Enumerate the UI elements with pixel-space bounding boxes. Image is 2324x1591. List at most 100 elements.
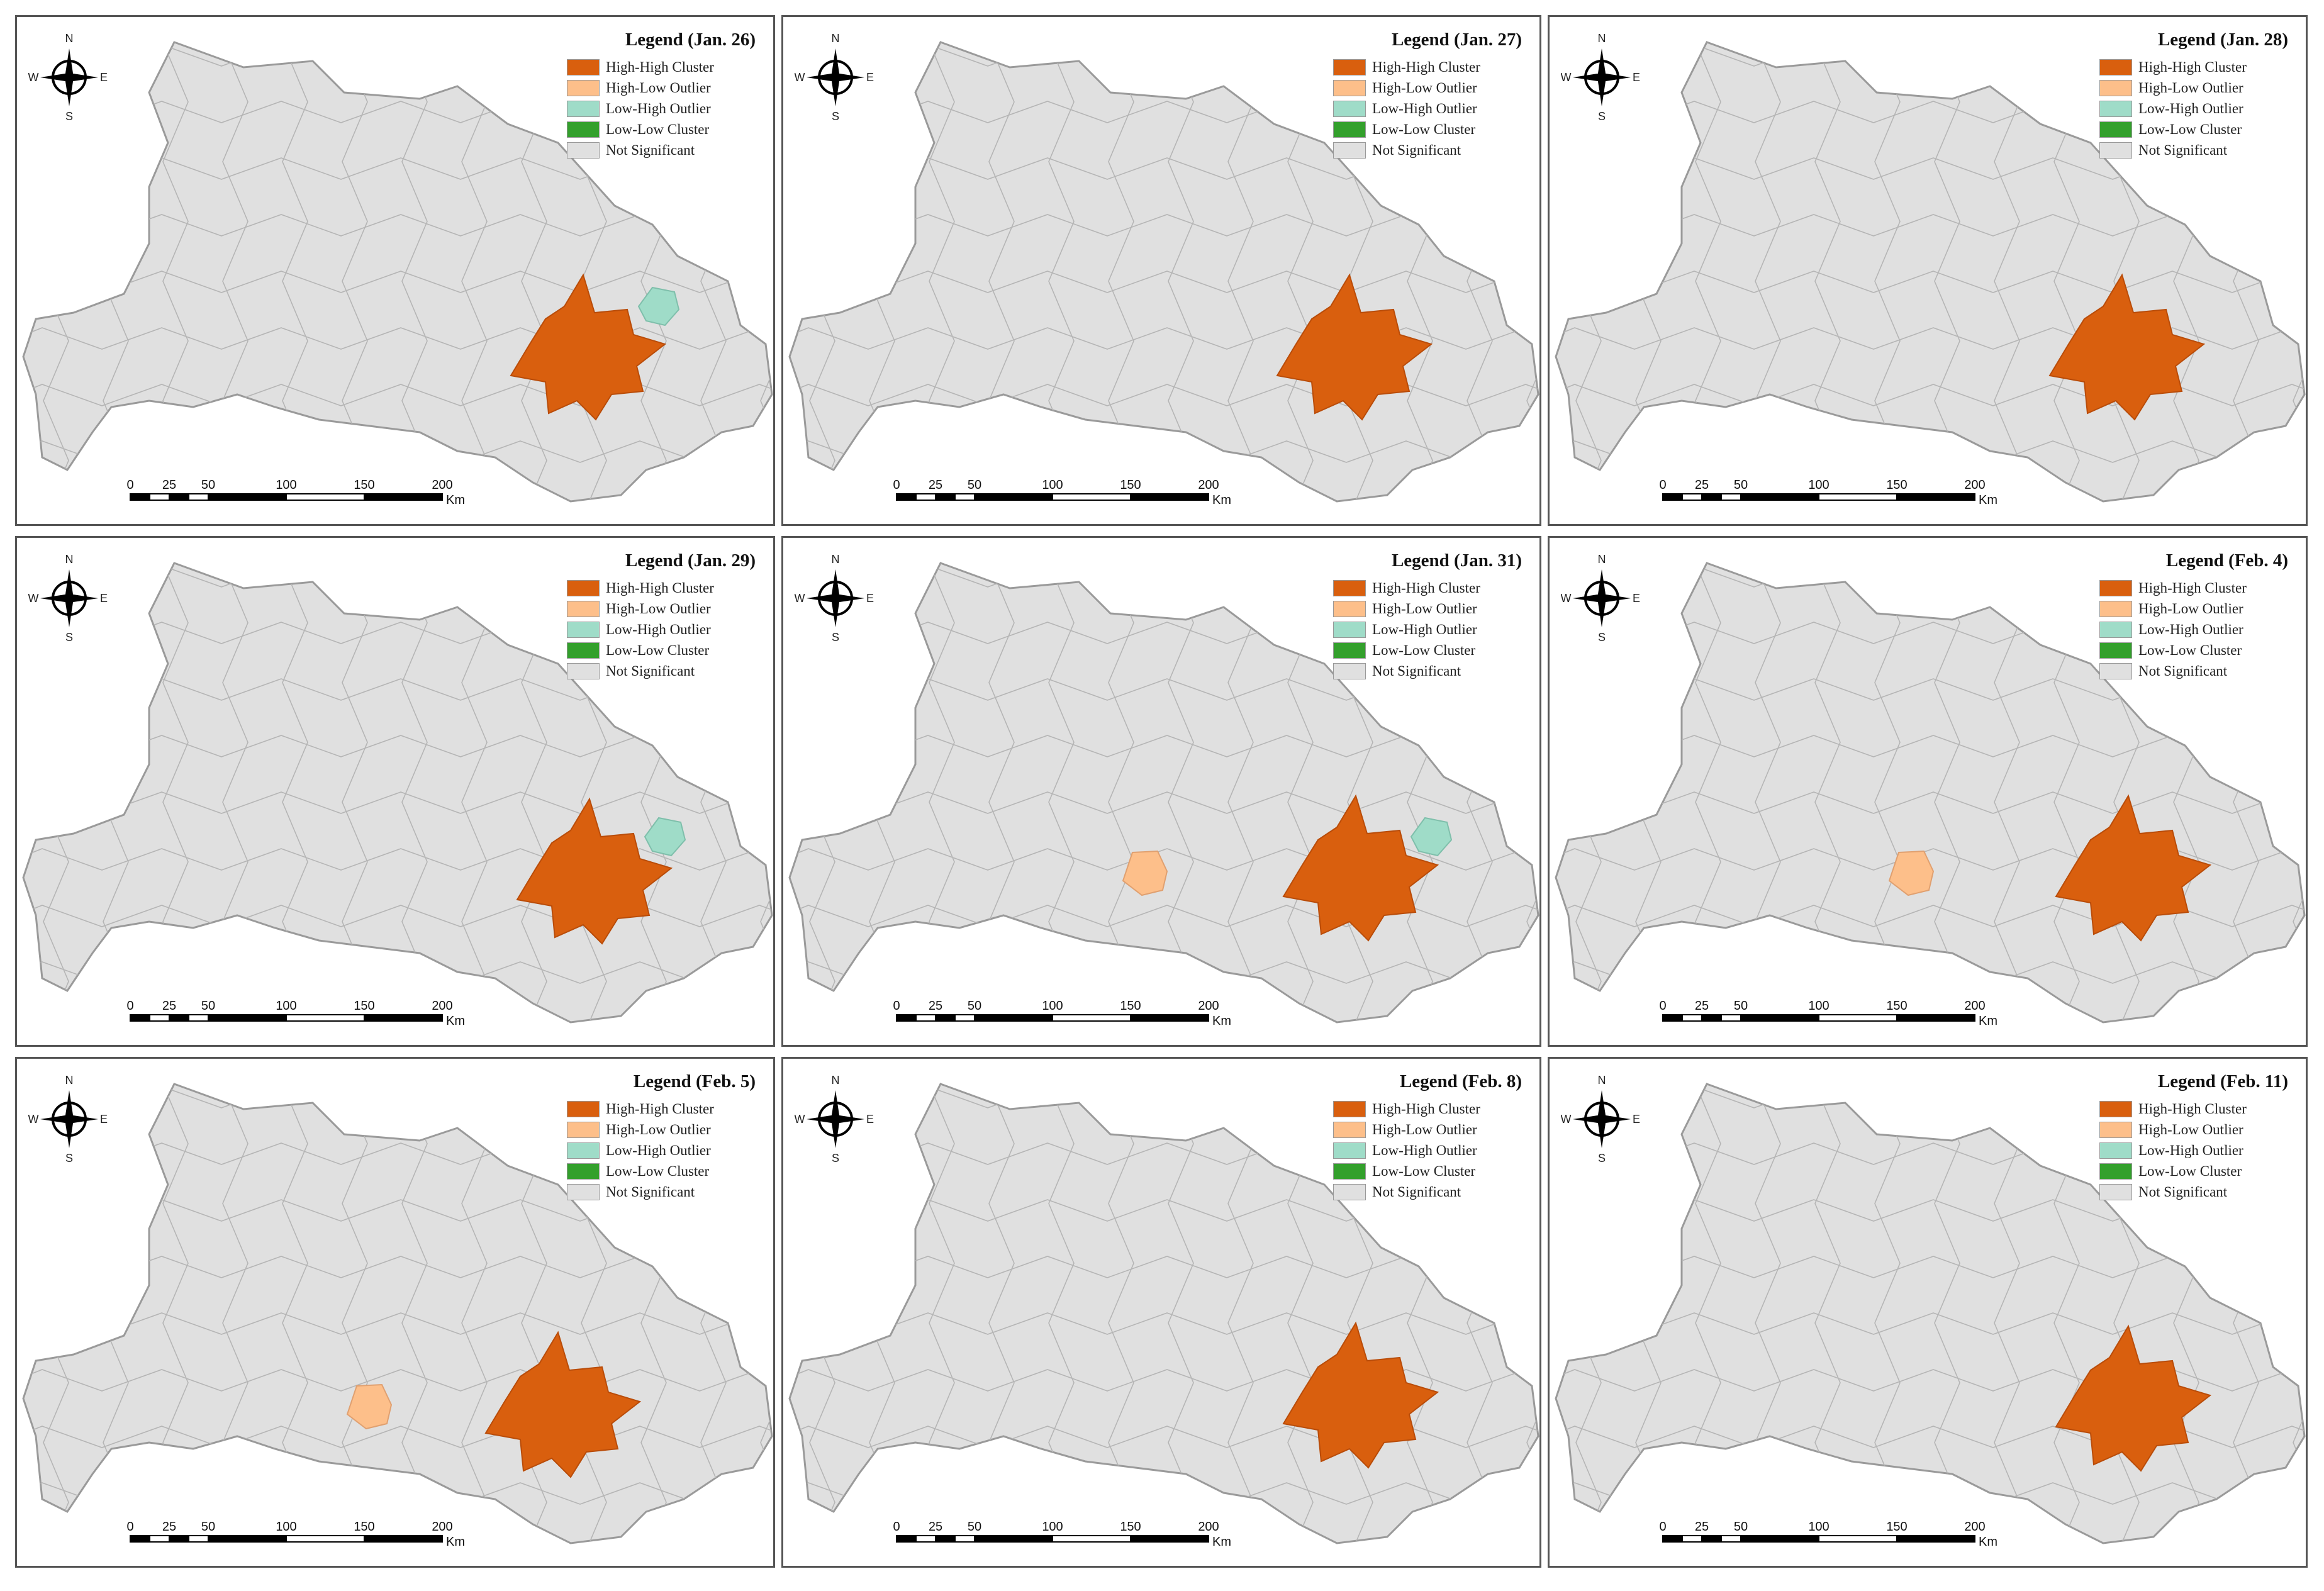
high-low-outlier-region (1122, 850, 1168, 896)
scale-tick-label: 50 (968, 478, 981, 492)
legend-label: Low-High Outlier (1372, 100, 1477, 116)
compass-label-n: N (65, 553, 74, 566)
legend-item: High-Low Outlier (1333, 1119, 1522, 1140)
legend-swatch (2099, 1100, 2132, 1117)
legend-label: High-Low Outlier (606, 1121, 711, 1137)
compass-label-e: E (100, 1113, 108, 1125)
legend-swatch (567, 1121, 600, 1138)
compass-label-e: E (1633, 1113, 1640, 1125)
low-high-outlier-region (637, 286, 680, 327)
scale-tick-label: 0 (126, 1520, 133, 1534)
legend-swatch (1333, 642, 1366, 659)
scale-tick-label: 100 (1042, 478, 1063, 492)
scale-unit: Km (1212, 1014, 1231, 1028)
legend-swatch (1333, 59, 1366, 75)
legend-item: High-Low Outlier (2099, 598, 2288, 619)
legend-swatch (2099, 621, 2132, 638)
north-arrow-icon: N S E W (1561, 553, 1640, 644)
legend-swatch (2099, 1142, 2132, 1159)
legend-title: Legend (Feb. 4) (2165, 550, 2288, 571)
scale-tick-label: 200 (1198, 478, 1219, 492)
legend-swatch (2099, 142, 2132, 159)
legend-item: Low-High Outlier (2099, 619, 2288, 640)
compass-label-e: E (866, 592, 874, 605)
scale-tick-label: 150 (1886, 999, 1907, 1013)
legend-title: Legend (Jan. 26) (625, 30, 756, 50)
scale-tick-label: 200 (1198, 1520, 1219, 1534)
scale-unit: Km (446, 1014, 465, 1028)
north-arrow-icon: N S E W (28, 32, 108, 123)
legend-swatch (1333, 579, 1366, 596)
compass-label-w: W (1561, 592, 1572, 605)
compass-label-s: S (65, 110, 73, 123)
legend-label: High-Low Outlier (2138, 79, 2243, 96)
north-arrow-icon: N S E W (28, 553, 108, 644)
legend-swatch (567, 59, 600, 75)
high-high-cluster-region (484, 1331, 642, 1478)
scale-tick-label: 100 (276, 1520, 296, 1534)
low-high-outlier-region (644, 817, 686, 857)
legend-label: Low-Low Cluster (1372, 642, 1476, 658)
legend-title: Legend (Feb. 11) (2157, 1071, 2288, 1091)
legend-label: High-Low Outlier (606, 79, 711, 96)
scale-tick-label: 200 (432, 478, 452, 492)
scale-unit: Km (1979, 1535, 1997, 1549)
legend-label: Not Significant (1372, 142, 1461, 158)
legend-label: Low-High Outlier (606, 100, 711, 116)
scale-tick-label: 200 (1964, 999, 1985, 1013)
legend-label: High-High Cluster (1372, 1100, 1480, 1117)
legend-item: Low-High Outlier (1333, 619, 1522, 640)
scale-tick-label: 25 (162, 999, 176, 1013)
legend-item: Not Significant (567, 140, 756, 160)
legend-swatch (1333, 662, 1366, 679)
legend-label: High-Low Outlier (1372, 600, 1477, 617)
legend-swatch (567, 142, 600, 159)
legend-label: Not Significant (606, 142, 695, 158)
legend: Legend (Jan. 26) High-High Cluster High-Lo… (567, 30, 756, 160)
scale-tick-label: 200 (1198, 999, 1219, 1013)
legend-item: High-Low Outlier (567, 77, 756, 98)
legend-item: Not Significant (2099, 661, 2288, 681)
legend-swatch (1333, 600, 1366, 617)
north-arrow-icon: N S E W (795, 1074, 874, 1164)
legend-item: Not Significant (1333, 661, 1522, 681)
map-panel: N S E W Legend (Jan. 26) High-High Cluster Hig… (15, 15, 775, 526)
legend-item: Low-Low Cluster (567, 640, 756, 661)
scale-tick-label: 25 (162, 1520, 176, 1534)
high-high-cluster-region (2055, 1324, 2212, 1472)
legend: Legend (Feb. 8) High-High Cluster High-Low… (1333, 1071, 1522, 1202)
legend-label: Not Significant (2138, 662, 2228, 679)
scale-tick-label: 150 (354, 1520, 374, 1534)
scale-tick-label: 50 (968, 1520, 981, 1534)
map-panel: N S E W Legend (Jan. 27) High-High Cluster Hig… (781, 15, 1541, 526)
scale-tick-label: 25 (1695, 478, 1709, 492)
legend-label: Low-Low Cluster (606, 642, 710, 658)
scale-tick-label: 150 (1120, 478, 1141, 492)
legend-title: Legend (Feb. 8) (1399, 1071, 1522, 1091)
scale-tick-label: 150 (1886, 478, 1907, 492)
map-panel: N S E W Legend (Feb. 5) High-High Cluster High… (15, 1057, 775, 1568)
map-panel: N S E W Legend (Feb. 8) High-High Cluster High… (781, 1057, 1541, 1568)
legend-item: High-High Cluster (2099, 1098, 2288, 1119)
legend-swatch (567, 621, 600, 638)
legend-swatch (2099, 642, 2132, 659)
scale-tick-label: 0 (893, 1520, 900, 1534)
legend-item: High-High Cluster (567, 57, 756, 77)
legend-swatch (567, 1163, 600, 1180)
legend-swatch (567, 1100, 600, 1117)
legend-item: Low-High Outlier (567, 619, 756, 640)
legend-swatch (1333, 1142, 1366, 1159)
compass-label-w: W (28, 592, 39, 605)
legend-label: High-Low Outlier (2138, 600, 2243, 617)
province-map (1555, 562, 2306, 1024)
scale-unit: Km (1979, 1014, 1997, 1028)
compass-label-n: N (1598, 1074, 1606, 1086)
compass-label-e: E (100, 71, 108, 84)
scale-tick-label: 200 (1964, 1520, 1985, 1534)
legend-title: Legend (Jan. 27) (1391, 30, 1522, 50)
scale-unit: Km (1979, 493, 1997, 507)
